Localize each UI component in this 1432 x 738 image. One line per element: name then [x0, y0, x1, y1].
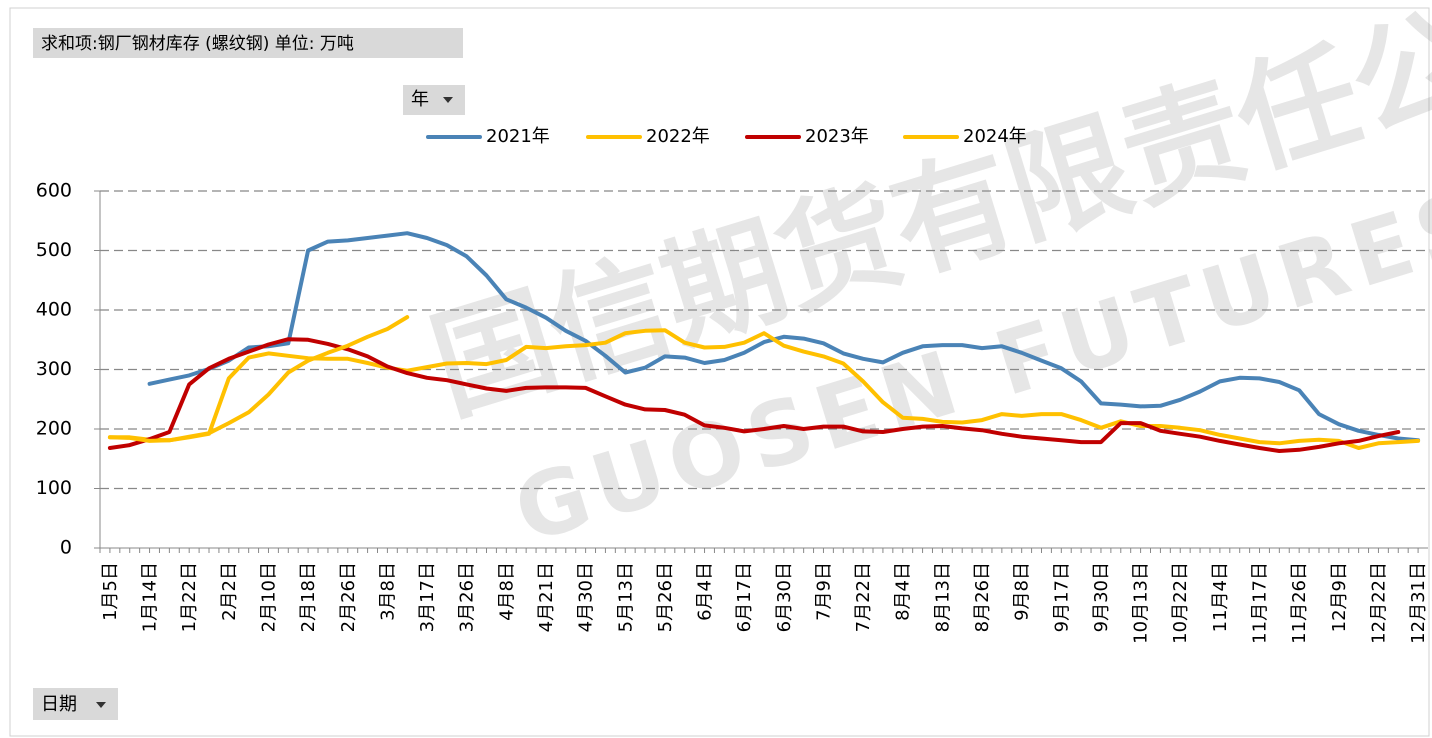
x-tick-label: 11月26日 — [1289, 562, 1310, 644]
x-tick-label: 10月13日 — [1131, 562, 1152, 644]
x-tick-label: 1月22日 — [179, 562, 200, 632]
x-tick-label: 6月4日 — [695, 562, 716, 621]
x-tick-label: 11月17日 — [1250, 562, 1271, 644]
series-line — [107, 315, 410, 443]
y-tick-label: 100 — [36, 477, 72, 499]
button-bg[interactable] — [403, 85, 465, 115]
y-tick-label: 300 — [36, 358, 72, 380]
x-tick-label: 3月26日 — [457, 562, 478, 632]
x-tick-label: 2月18日 — [298, 562, 319, 632]
legend-label: 2021年 — [486, 126, 550, 147]
x-tick-label: 1月5日 — [100, 562, 121, 621]
dropdown-arrow[interactable] — [443, 97, 453, 103]
button-label[interactable]: 日期 — [41, 694, 77, 715]
series-line — [107, 328, 1421, 450]
x-tick-label: 3月8日 — [377, 562, 398, 621]
x-tick-label: 6月17日 — [734, 562, 755, 632]
y-tick-label: 600 — [36, 180, 72, 202]
x-tick-label: 5月26日 — [655, 562, 676, 632]
series-line — [107, 337, 1401, 453]
legend-label: 2024年 — [963, 126, 1027, 147]
x-tick-label: 9月30日 — [1091, 562, 1112, 632]
x-tick-label: 12月22日 — [1368, 562, 1389, 644]
legend-label: 2022年 — [646, 126, 710, 147]
x-tick-label: 2月2日 — [219, 562, 240, 621]
x-tick-label: 6月30日 — [774, 562, 795, 632]
button-label[interactable]: 年 — [411, 89, 429, 110]
frame — [9, 7, 1430, 737]
x-tick-label: 9月17日 — [1051, 562, 1072, 632]
y-tick-label: 200 — [36, 418, 72, 440]
x-tick-label: 1月14日 — [140, 562, 161, 632]
x-tick-label: 4月8日 — [496, 562, 517, 621]
dropdown-arrow[interactable] — [96, 702, 106, 708]
header-box — [33, 28, 463, 58]
x-tick-label: 10月22日 — [1170, 562, 1191, 644]
x-tick-label: 11月4日 — [1210, 562, 1231, 632]
legend-label: 2023年 — [805, 126, 869, 147]
x-tick-label: 5月13日 — [615, 562, 636, 632]
header-title: 求和项:钢厂钢材库存 (螺纹钢) 单位: 万吨 — [41, 34, 354, 54]
x-tick-label: 8月4日 — [893, 562, 914, 621]
x-tick-label: 4月21日 — [536, 562, 557, 632]
series-line — [147, 231, 1421, 443]
x-tick-label: 12月31日 — [1408, 562, 1429, 644]
y-tick-label: 500 — [36, 239, 72, 261]
series-field-button[interactable]: 年 — [403, 85, 465, 115]
y-tick-label: 0 — [60, 537, 72, 559]
x-tick-label: 2月10日 — [258, 562, 279, 632]
x-tick-label: 9月8日 — [1012, 562, 1033, 621]
x-tick-label: 4月30日 — [576, 562, 597, 632]
x-tick-label: 7月9日 — [813, 562, 834, 621]
x-tick-label: 2月26日 — [338, 562, 359, 632]
x-tick-label: 3月17日 — [417, 562, 438, 632]
category-field-button[interactable]: 日期 — [33, 688, 118, 720]
x-tick-label: 7月22日 — [853, 562, 874, 632]
x-tick-label: 8月26日 — [972, 562, 993, 632]
x-tick-label: 12月9日 — [1329, 562, 1350, 632]
x-tick-label: 8月13日 — [932, 562, 953, 632]
y-tick-label: 400 — [36, 299, 72, 321]
